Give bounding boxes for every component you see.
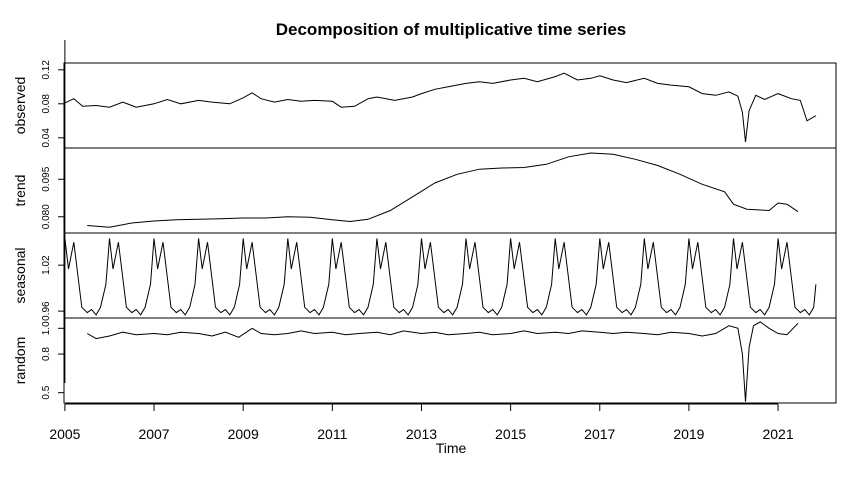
random-axis-label: random	[12, 337, 28, 384]
random-ytick-label-1: 0.8	[41, 347, 52, 361]
trend-axis-label: trend	[12, 175, 28, 207]
trend-series-line	[87, 152, 799, 228]
x-tick-label-7: 2019	[673, 426, 704, 442]
x-tick-label-6: 2017	[584, 426, 615, 442]
random-series-line	[86, 321, 799, 402]
chart-title: Decomposition of multiplicative time ser…	[276, 20, 626, 39]
observed-ytick-label-2: 0.12	[41, 60, 52, 80]
trend-ytick-label-0: 0.080	[41, 204, 52, 229]
x-tick-label-2: 2009	[228, 426, 259, 442]
x-axis-label: Time	[436, 440, 467, 456]
seasonal-frame	[63, 232, 837, 319]
seasonal-series-line	[64, 238, 817, 316]
panel-trend: 0.080 0.095 trend	[12, 147, 837, 234]
panels-group: 0.040.080.12observed0.0800.095trend0.961…	[12, 40, 837, 404]
panel-random: 0.5 0.8 1.0 random	[12, 317, 837, 404]
observed-series-line	[64, 72, 817, 143]
observed-ytick-label-0: 0.04	[41, 128, 52, 148]
x-tick-label-0: 2005	[49, 426, 80, 442]
x-tick-label-1: 2007	[138, 426, 169, 442]
x-tick-label-5: 2015	[495, 426, 526, 442]
observed-axis-label: observed	[12, 77, 28, 135]
seasonal-ytick-label-1: 1.02	[41, 255, 52, 275]
seasonal-axis-label: seasonal	[12, 247, 28, 303]
panel-observed: 0.04 0.08 0.12 observed	[12, 60, 837, 149]
x-tick-label-8: 2021	[762, 426, 793, 442]
observed-frame	[63, 62, 837, 149]
x-tick-label-3: 2011	[317, 426, 347, 442]
observed-ytick-label-1: 0.08	[41, 94, 52, 114]
panel-seasonal: 0.96 1.02 seasonal	[12, 232, 837, 321]
x-axis: 2005 2007 2009 2011 2013 2015 2017 2019 2021	[49, 403, 794, 442]
random-ytick-label-0: 0.5	[41, 385, 52, 399]
seasonal-ytick-label-0: 0.96	[41, 301, 52, 321]
x-tick-label-4: 2013	[406, 426, 437, 442]
random-ytick-label-2: 1.0	[41, 321, 52, 335]
random-frame	[63, 317, 837, 404]
trend-ytick-label-1: 0.095	[41, 166, 52, 191]
